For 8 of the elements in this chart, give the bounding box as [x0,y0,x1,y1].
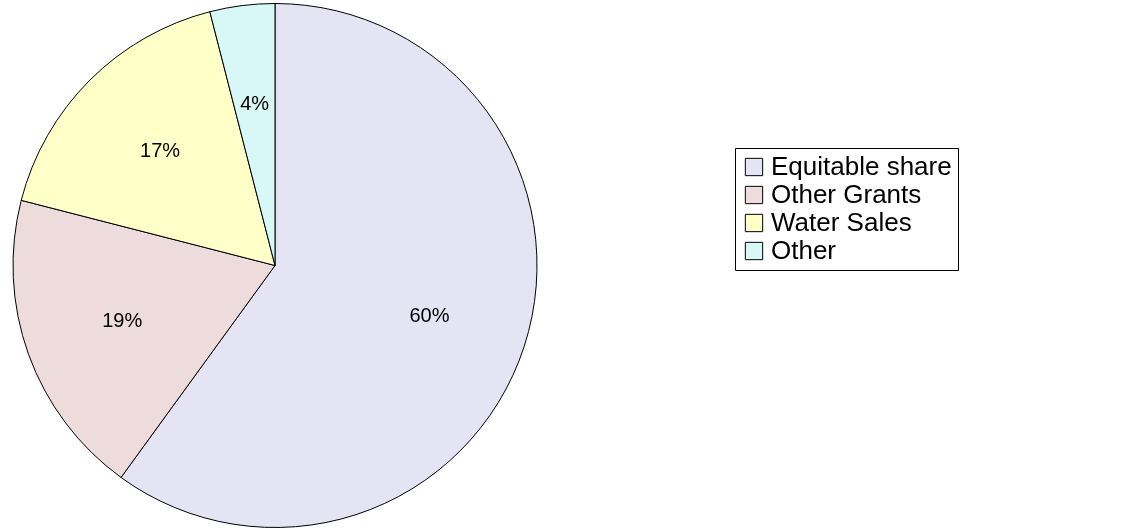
data-label: 17% [140,138,181,161]
legend-label: Other [771,235,837,265]
legend-label: Other Grants [771,179,922,209]
data-label: 60% [409,303,450,326]
data-label: 4% [240,92,270,115]
data-label: 19% [102,308,143,331]
legend-label: Equitable share [771,151,952,181]
legend-label: Water Sales [771,207,912,237]
